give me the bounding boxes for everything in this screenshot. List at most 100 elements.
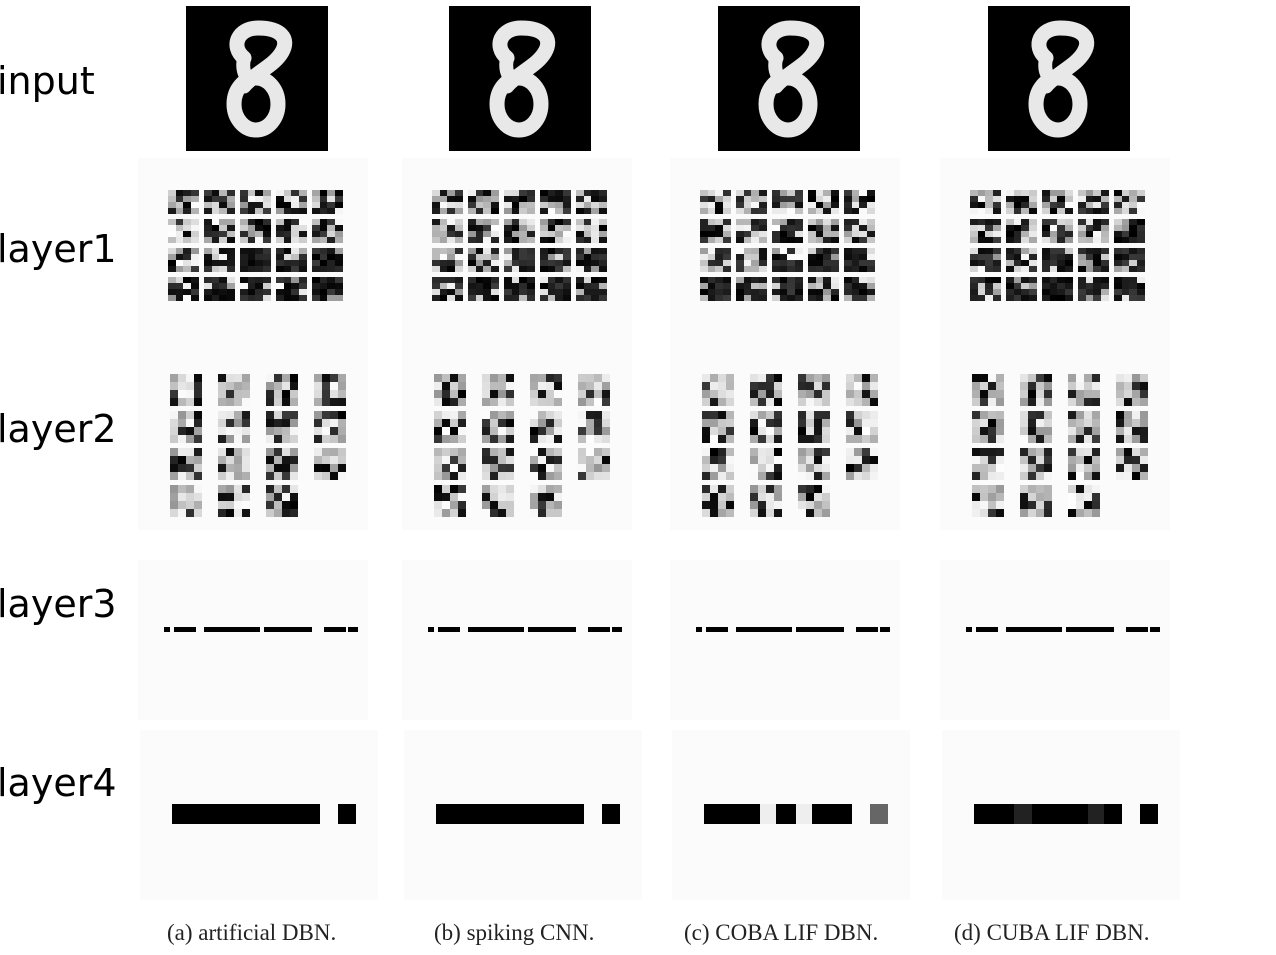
layer3-unit-d-3 <box>1066 627 1114 632</box>
layer3-unit-c-0 <box>696 627 702 632</box>
layer2-map-d-0-1 <box>1020 374 1052 406</box>
layer2-map-b-3-1 <box>482 485 514 517</box>
layer2-map-d-1-0 <box>972 411 1004 443</box>
layer1-map-a-1-0 <box>168 219 199 243</box>
layer4-gap2-c <box>796 804 812 824</box>
layer2-map-c-1-2 <box>798 411 830 443</box>
layer1-map-a-0-3 <box>276 190 307 214</box>
row-label-layer3: layer3 <box>0 582 117 626</box>
layer2-map-b-1-0 <box>434 411 466 443</box>
layer2-map-d-1-3 <box>1116 411 1148 443</box>
layer1-map-c-2-4 <box>844 248 875 272</box>
row-label-layer4: layer4 <box>0 761 117 805</box>
layer2-map-d-3-1 <box>1020 485 1052 517</box>
layer3-unit-a-5 <box>348 627 358 632</box>
digit-eight-c <box>758 20 825 138</box>
layer1-map-a-0-0 <box>168 190 199 214</box>
layer2-map-c-0-3 <box>846 374 878 406</box>
layer1-map-a-0-4 <box>312 190 343 214</box>
layer1-map-c-0-2 <box>772 190 803 214</box>
layer1-map-b-0-0 <box>432 190 463 214</box>
layer1-map-a-3-2 <box>240 277 271 301</box>
layer1-map-b-1-3 <box>540 219 571 243</box>
layer2-map-a-3-2 <box>266 485 298 517</box>
layer2-map-b-0-1 <box>482 374 514 406</box>
panel-d-layer3-background <box>940 560 1170 720</box>
layer2-map-d-2-2 <box>1068 448 1100 480</box>
layer2-map-b-1-3 <box>578 411 610 443</box>
layer4-bar-c <box>704 804 852 824</box>
layer2-map-b-0-0 <box>434 374 466 406</box>
layer1-map-c-3-1 <box>736 277 767 301</box>
caption-b: (b) spiking CNN. <box>434 920 595 945</box>
layer3-unit-c-3 <box>796 627 844 632</box>
layer1-map-b-3-2 <box>504 277 535 301</box>
layer1-map-d-2-4 <box>1114 248 1145 272</box>
layer2-map-c-1-3 <box>846 411 878 443</box>
layer2-map-c-1-1 <box>750 411 782 443</box>
layer1-map-a-2-1 <box>204 248 235 272</box>
layer2-map-a-1-1 <box>218 411 250 443</box>
layer2-map-a-2-3 <box>314 448 346 480</box>
layer1-map-b-2-0 <box>432 248 463 272</box>
layer2-map-b-2-2 <box>530 448 562 480</box>
layer2-map-c-0-0 <box>702 374 734 406</box>
layer2-map-a-0-1 <box>218 374 250 406</box>
layer2-map-c-1-0 <box>702 411 734 443</box>
layer1-map-d-1-4 <box>1114 219 1145 243</box>
layer1-map-b-2-3 <box>540 248 571 272</box>
layer1-map-b-3-0 <box>432 277 463 301</box>
layer3-unit-a-4 <box>324 627 346 632</box>
layer1-map-d-1-1 <box>1006 219 1037 243</box>
layer1-map-c-0-0 <box>700 190 731 214</box>
layer2-map-a-1-2 <box>266 411 298 443</box>
caption-d: (d) CUBA LIF DBN. <box>954 920 1150 945</box>
layer2-map-d-0-0 <box>972 374 1004 406</box>
input-image-b <box>449 6 591 151</box>
layer3-unit-b-3 <box>528 627 576 632</box>
layer2-map-a-0-0 <box>170 374 202 406</box>
layer1-map-a-3-1 <box>204 277 235 301</box>
layer2-map-d-2-3 <box>1116 448 1148 480</box>
layer1-map-b-2-2 <box>504 248 535 272</box>
layer2-map-c-2-1 <box>750 448 782 480</box>
layer1-map-b-1-2 <box>504 219 535 243</box>
layer3-unit-c-1 <box>706 627 728 632</box>
input-image-d <box>988 6 1130 151</box>
layer1-map-a-3-3 <box>276 277 307 301</box>
caption-a: (a) artificial DBN. <box>167 920 337 945</box>
layer1-map-d-2-3 <box>1078 248 1109 272</box>
layer2-map-d-1-2 <box>1068 411 1100 443</box>
layer1-map-c-3-2 <box>772 277 803 301</box>
layer1-map-b-1-4 <box>576 219 607 243</box>
layer1-map-a-2-2 <box>240 248 271 272</box>
layer4-bar-a <box>172 804 320 824</box>
layer1-map-a-1-2 <box>240 219 271 243</box>
layer3-unit-d-1 <box>976 627 998 632</box>
layer1-map-d-0-2 <box>1042 190 1073 214</box>
layer4-gap1-c <box>760 804 776 824</box>
layer2-map-b-0-2 <box>530 374 562 406</box>
layer1-map-b-3-4 <box>576 277 607 301</box>
layer1-map-d-3-1 <box>1006 277 1037 301</box>
panel-c-layer3-background <box>670 560 900 720</box>
layer3-unit-a-3 <box>264 627 312 632</box>
layer1-map-a-2-0 <box>168 248 199 272</box>
layer2-map-c-0-1 <box>750 374 782 406</box>
layer1-map-c-3-0 <box>700 277 731 301</box>
layer2-map-a-1-3 <box>314 411 346 443</box>
layer1-map-d-1-0 <box>970 219 1001 243</box>
layer2-map-a-1-0 <box>170 411 202 443</box>
layer1-map-b-0-2 <box>504 190 535 214</box>
layer2-map-a-3-0 <box>170 485 202 517</box>
layer2-map-a-2-2 <box>266 448 298 480</box>
layer1-map-b-3-3 <box>540 277 571 301</box>
panel-a-layer3-background <box>138 560 368 720</box>
layer3-unit-c-4 <box>856 627 878 632</box>
layer2-map-b-2-3 <box>578 448 610 480</box>
digit-eight-a <box>226 20 293 138</box>
layer2-map-a-0-2 <box>266 374 298 406</box>
layer3-unit-d-4 <box>1126 627 1148 632</box>
layer1-map-c-0-3 <box>808 190 839 214</box>
layer1-map-c-2-2 <box>772 248 803 272</box>
